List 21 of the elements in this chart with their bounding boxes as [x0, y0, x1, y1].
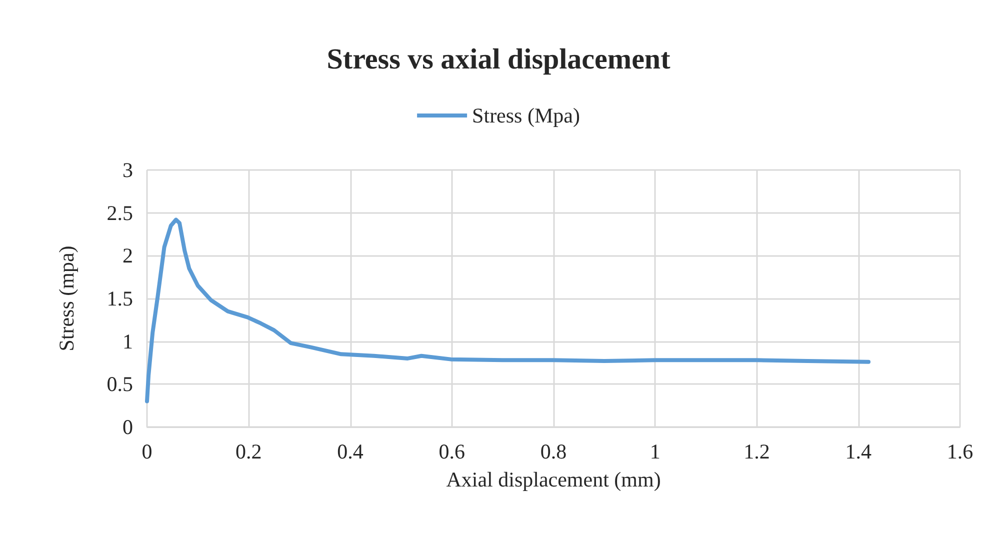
- y-tick-label: 1.5: [106, 286, 133, 310]
- x-tick-label: 1.2: [744, 440, 770, 464]
- chart-title: Stress vs axial displacement: [326, 44, 671, 76]
- y-axis-title: Stress (mpa): [54, 246, 78, 352]
- x-tick-label: 1.4: [845, 440, 872, 464]
- x-tick-label: 1: [650, 440, 660, 464]
- y-tick-label: 0.5: [106, 372, 133, 396]
- y-tick-label: 1: [122, 329, 133, 354]
- y-tick-label: 2.5: [106, 200, 133, 225]
- y-tick-label: 3: [122, 158, 133, 182]
- legend-label: Stress (Mpa): [472, 104, 580, 128]
- x-tick-label: 1.6: [946, 440, 974, 464]
- y-tick-label: 0: [122, 415, 133, 439]
- x-tick-label: 0.6: [438, 440, 465, 464]
- x-axis-title: Axial displacement (mm): [446, 468, 661, 492]
- x-tick-label: 0.8: [540, 440, 567, 464]
- x-tick-label: 0.2: [236, 440, 262, 464]
- x-tick-label: 0.4: [337, 440, 364, 464]
- y-tick-label: 2: [122, 244, 133, 268]
- x-tick-label: 0: [142, 440, 152, 464]
- line-series: [145, 218, 871, 404]
